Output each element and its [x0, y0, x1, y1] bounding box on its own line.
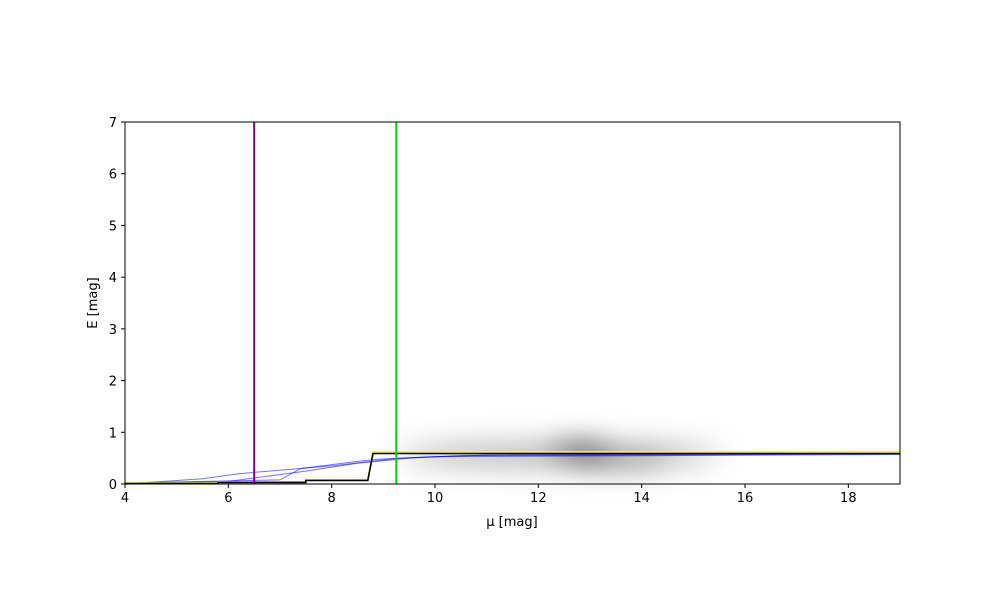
x-axis-label: μ [mag]: [486, 515, 537, 530]
x-tick-label: 8: [328, 491, 336, 506]
x-tick-label: 18: [840, 491, 857, 506]
x-tick-label: 16: [737, 491, 754, 506]
y-tick-label: 4: [109, 271, 117, 286]
x-tick-label: 4: [121, 491, 129, 506]
y-tick-label: 2: [109, 375, 117, 390]
plot-frame: [124, 121, 901, 485]
x-tick-label: 10: [427, 491, 444, 506]
x-tick-label: 6: [224, 491, 232, 506]
y-tick-label: 3: [109, 323, 117, 338]
y-axis-label: E [mag]: [86, 277, 101, 328]
y-tick-label: 1: [109, 426, 117, 441]
series-line: [125, 452, 900, 485]
y-tick-label: 6: [109, 168, 117, 183]
y-tick-label: 7: [109, 116, 117, 131]
y-tick-label: 0: [109, 478, 117, 493]
y-tick-label: 5: [109, 219, 117, 234]
x-tick-label: 12: [530, 491, 547, 506]
x-tick-label: 14: [633, 491, 650, 506]
series-line: [124, 453, 901, 485]
